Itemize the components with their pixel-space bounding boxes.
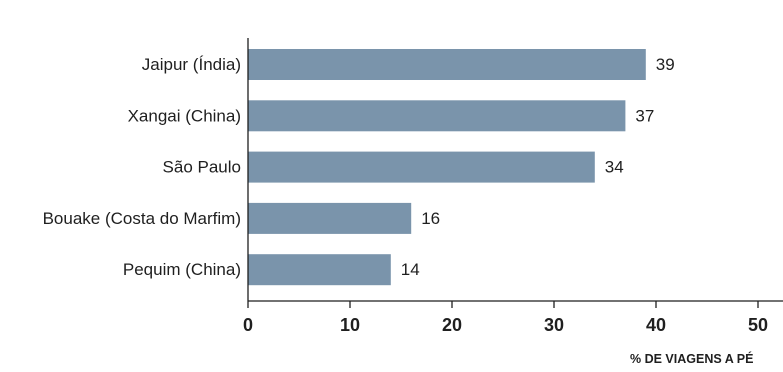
bar-0 xyxy=(248,49,646,80)
x-tick-label: 30 xyxy=(544,315,564,335)
x-axis-title: % DE VIAGENS A PÉ xyxy=(630,351,753,366)
bar-4 xyxy=(248,254,391,286)
x-tick-label: 20 xyxy=(442,315,462,335)
category-label: Pequim (China) xyxy=(123,260,241,279)
value-label: 16 xyxy=(421,209,440,228)
x-tick-label: 50 xyxy=(748,315,768,335)
category-label: Jaipur (Índia) xyxy=(142,55,241,74)
x-tick-label: 40 xyxy=(646,315,666,335)
bar-3 xyxy=(248,202,412,234)
value-label: 14 xyxy=(401,260,420,279)
bar-1 xyxy=(248,100,626,132)
x-tick-label: 10 xyxy=(340,315,360,335)
category-label: Xangai (China) xyxy=(128,106,241,125)
category-label: São Paulo xyxy=(163,158,241,177)
x-tick-label: 0 xyxy=(243,315,253,335)
value-label: 37 xyxy=(635,106,654,125)
category-label: Bouake (Costa do Marfim) xyxy=(43,209,241,228)
value-label: 34 xyxy=(605,158,624,177)
bar-2 xyxy=(248,151,595,183)
value-label: 39 xyxy=(656,55,675,74)
